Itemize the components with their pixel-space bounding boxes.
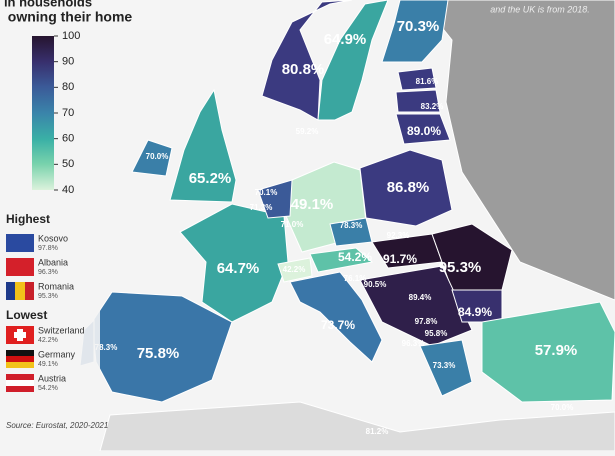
tick-label: 90 xyxy=(62,56,74,68)
source: Source: Eurostat, 2020-2021 xyxy=(6,421,108,430)
value-label: 89.0% xyxy=(407,124,441,138)
value-label: 95.8% xyxy=(425,329,448,338)
value-label: 86.8% xyxy=(387,179,430,196)
country-name: Switzerland xyxy=(38,325,85,335)
value-label: 71.0% xyxy=(281,220,304,229)
value-label: 70.1% xyxy=(255,188,278,197)
value-label: 54.2% xyxy=(338,250,372,264)
value-label: 83.2% xyxy=(421,102,444,111)
country-value: 49.1% xyxy=(38,361,58,368)
country-value: 95.3% xyxy=(38,293,58,300)
country-value: 54.2% xyxy=(38,385,58,392)
tick-label: 40 xyxy=(62,184,74,196)
value-label: 42.2% xyxy=(283,265,306,274)
value-label: 96.3% xyxy=(402,339,425,348)
value-label: 64.9% xyxy=(324,31,367,48)
value-label: 73.3% xyxy=(433,361,456,370)
land xyxy=(79,0,615,452)
country-value: 42.2% xyxy=(38,337,58,344)
value-label: 65.2% xyxy=(189,170,232,187)
value-label: 84.9% xyxy=(458,305,492,319)
value-label: 97.8% xyxy=(415,317,438,326)
value-label: 92.3% xyxy=(387,231,410,240)
value-label: 49.1% xyxy=(291,196,334,213)
country-value: 97.8% xyxy=(38,245,58,252)
tick-label: 50 xyxy=(62,158,74,170)
value-label: 91.7% xyxy=(383,252,417,266)
value-label: 76.1% xyxy=(344,274,367,283)
value-label: 70.3% xyxy=(397,18,440,35)
tick-label: 60 xyxy=(62,133,74,145)
country-name: Austria xyxy=(38,373,66,383)
value-label: 89.4% xyxy=(409,293,432,302)
tick-label: 80 xyxy=(62,81,74,93)
scale-ticks: 100 90 80 70 60 50 40 xyxy=(54,30,80,196)
title-backdrop xyxy=(0,0,160,30)
value-label: 75.8% xyxy=(137,345,180,362)
country-value: 96.3% xyxy=(38,269,58,276)
country-name: Kosovo xyxy=(38,233,68,243)
title: owning their home xyxy=(8,9,133,25)
value-label: 57.9% xyxy=(535,342,578,359)
value-label: 81.6% xyxy=(416,77,439,86)
heading: Lowest xyxy=(6,308,47,322)
value-label: 71.3% xyxy=(250,203,273,212)
value-label: 81.2% xyxy=(366,427,389,436)
note: and the UK is from 2018. xyxy=(490,4,590,14)
value-label: 64.7% xyxy=(217,260,260,277)
tick-label: 70 xyxy=(62,107,74,119)
value-label: 70.0% xyxy=(146,152,169,161)
value-label: 73.7% xyxy=(321,318,355,332)
flags xyxy=(6,234,34,392)
country-name: Albania xyxy=(38,257,68,267)
country-name: Romania xyxy=(38,281,74,291)
value-label: 95.3% xyxy=(439,259,482,276)
value-label: 59.2% xyxy=(296,127,319,136)
country-name: Germany xyxy=(38,349,76,359)
tick-label: 100 xyxy=(62,30,80,42)
color-scale xyxy=(32,36,54,190)
map-labels: 64.9% 70.3% 80.8% 81.6% 83.2% 89.0% 59.2… xyxy=(95,18,578,436)
ranked-items: Kosovo 97.8% Albania 96.3% Romania 95.3% Switz… xyxy=(38,233,85,391)
value-label: 78.3% xyxy=(95,343,118,352)
value-label: 90.5% xyxy=(364,280,387,289)
value-label: 78.3% xyxy=(340,221,363,230)
heading: Highest xyxy=(6,212,50,226)
value-label: 80.8% xyxy=(282,61,325,78)
title: in households xyxy=(4,0,92,9)
value-label: 70.0% xyxy=(551,403,574,412)
